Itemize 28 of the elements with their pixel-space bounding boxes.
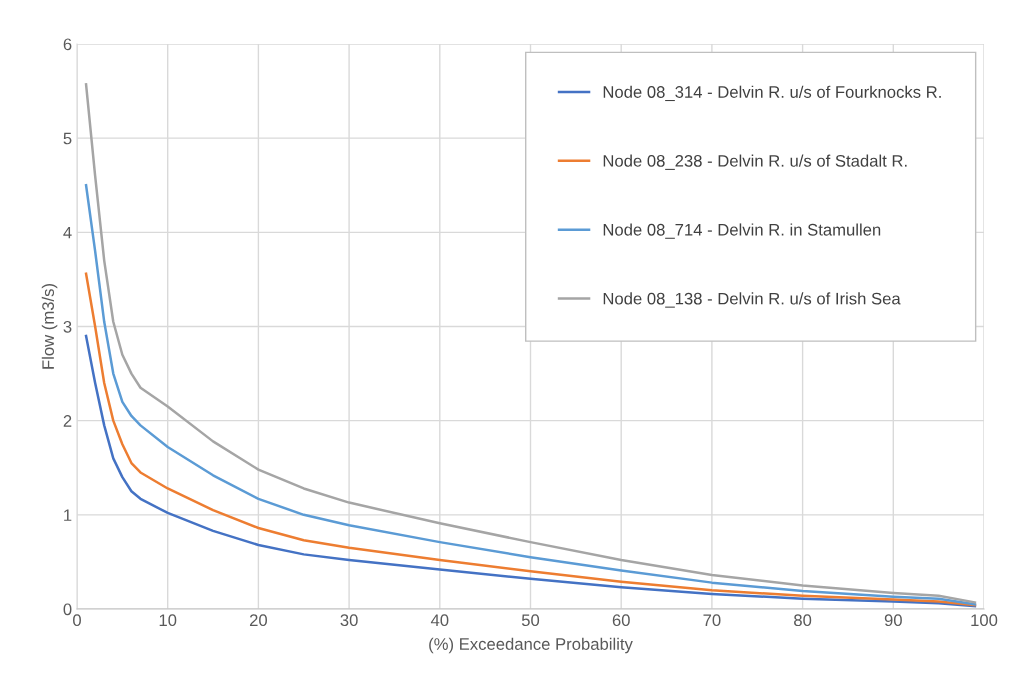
y-tick-label: 3 bbox=[63, 320, 72, 333]
y-tick-label: 6 bbox=[63, 38, 72, 51]
x-axis-title: (%) Exceedance Probability bbox=[429, 637, 633, 654]
line-series bbox=[84, 334, 977, 608]
legend-label: Node 08_714 - Delvin R. in Stamullen bbox=[603, 223, 881, 239]
x-tick-label: 30 bbox=[340, 614, 358, 627]
legend-label: Node 08_238 - Delvin R. u/s of Stadalt R. bbox=[603, 154, 907, 170]
x-tick-label: 60 bbox=[612, 614, 630, 627]
x-tick-label: 100 bbox=[971, 614, 998, 627]
line-series bbox=[84, 83, 977, 604]
x-tick-label: 50 bbox=[521, 614, 540, 627]
y-axis-title: Flow (m3/s) bbox=[41, 284, 58, 369]
legend-label: Node 08_138 - Delvin R. u/s of Irish Sea bbox=[603, 292, 901, 308]
x-tick-label: 40 bbox=[430, 614, 449, 627]
x-tick-label: 70 bbox=[703, 614, 721, 627]
y-tick-label: 2 bbox=[63, 415, 72, 427]
x-tick-label: 20 bbox=[249, 614, 268, 627]
x-tick-label: 10 bbox=[159, 614, 177, 627]
legend-label: Node 08_314 - Delvin R. u/s of Fourknocks R. bbox=[603, 85, 941, 102]
x-tick-label: 90 bbox=[884, 614, 902, 627]
y-tick-label: 5 bbox=[63, 132, 72, 145]
y-tick-label: 4 bbox=[63, 226, 72, 239]
line-series bbox=[84, 184, 977, 606]
line-series bbox=[84, 272, 977, 607]
x-tick-label: 80 bbox=[794, 614, 812, 627]
y-tick-label: 0 bbox=[63, 603, 72, 616]
y-tick-label: 1 bbox=[64, 509, 72, 521]
x-tick-label: 0 bbox=[73, 614, 81, 627]
